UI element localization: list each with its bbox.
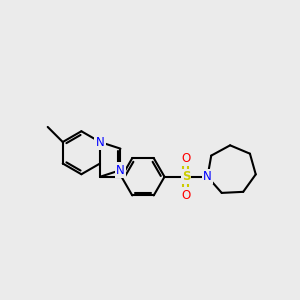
Text: N: N bbox=[203, 170, 212, 183]
Text: O: O bbox=[182, 189, 190, 202]
Text: N: N bbox=[116, 164, 125, 177]
Text: O: O bbox=[182, 152, 190, 165]
Text: S: S bbox=[182, 170, 190, 183]
Text: N: N bbox=[96, 136, 104, 148]
